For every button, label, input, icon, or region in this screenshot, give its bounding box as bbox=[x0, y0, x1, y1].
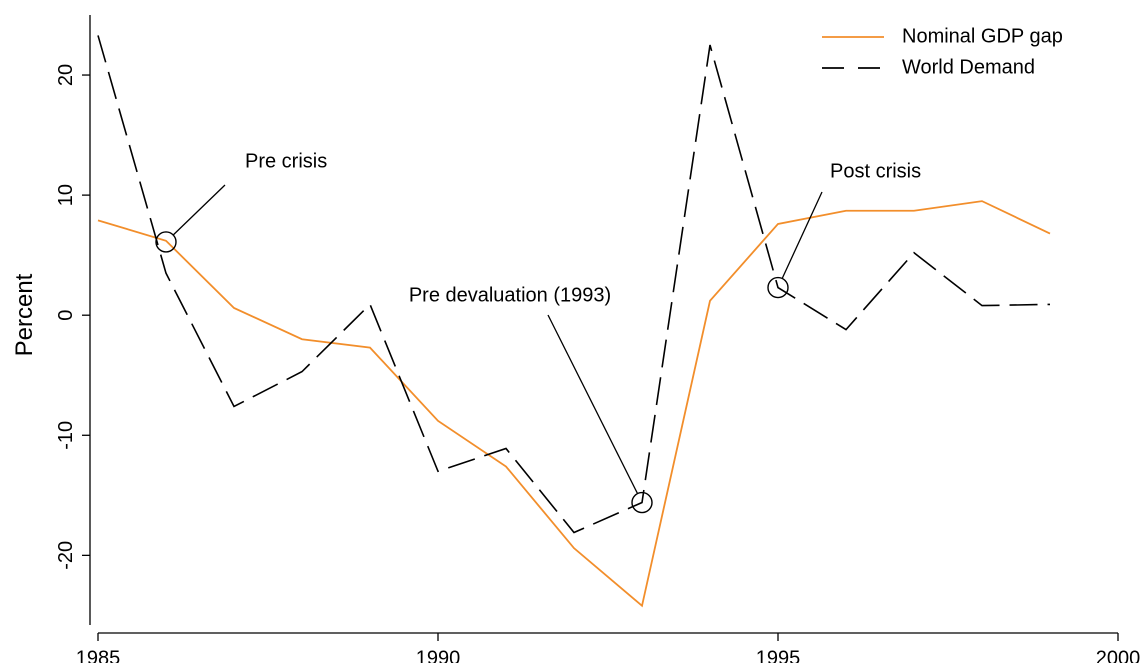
annotation-line bbox=[172, 184, 226, 236]
data-line bbox=[97, 35, 1051, 534]
annotation-text: Post crisis bbox=[830, 160, 921, 182]
y-tick-label: 10 bbox=[55, 184, 77, 206]
legend-label: Nominal GDP gap bbox=[902, 25, 1063, 47]
y-tick-label: 20 bbox=[55, 64, 77, 86]
x-tick-label: 2000 bbox=[1096, 647, 1141, 663]
annotation-marker bbox=[767, 276, 789, 299]
annotation-marker bbox=[631, 491, 653, 514]
annotation-line bbox=[781, 191, 823, 279]
annotation-line bbox=[547, 314, 639, 494]
y-tick-label: -20 bbox=[55, 541, 77, 570]
annotation-text: Pre crisis bbox=[245, 150, 327, 172]
x-tick-label: 1990 bbox=[416, 647, 461, 663]
annotation-marker bbox=[155, 231, 177, 253]
annotation-text: Pre devaluation (1993) bbox=[409, 284, 611, 306]
legend-label: World Demand bbox=[902, 56, 1035, 78]
y-tick-label: -10 bbox=[55, 421, 77, 450]
data-line bbox=[97, 200, 1051, 608]
x-tick-label: 1985 bbox=[76, 647, 121, 663]
y-axis-label: Percent bbox=[11, 273, 38, 356]
x-tick-label: 1995 bbox=[756, 647, 801, 663]
y-tick-label: 0 bbox=[55, 310, 77, 321]
